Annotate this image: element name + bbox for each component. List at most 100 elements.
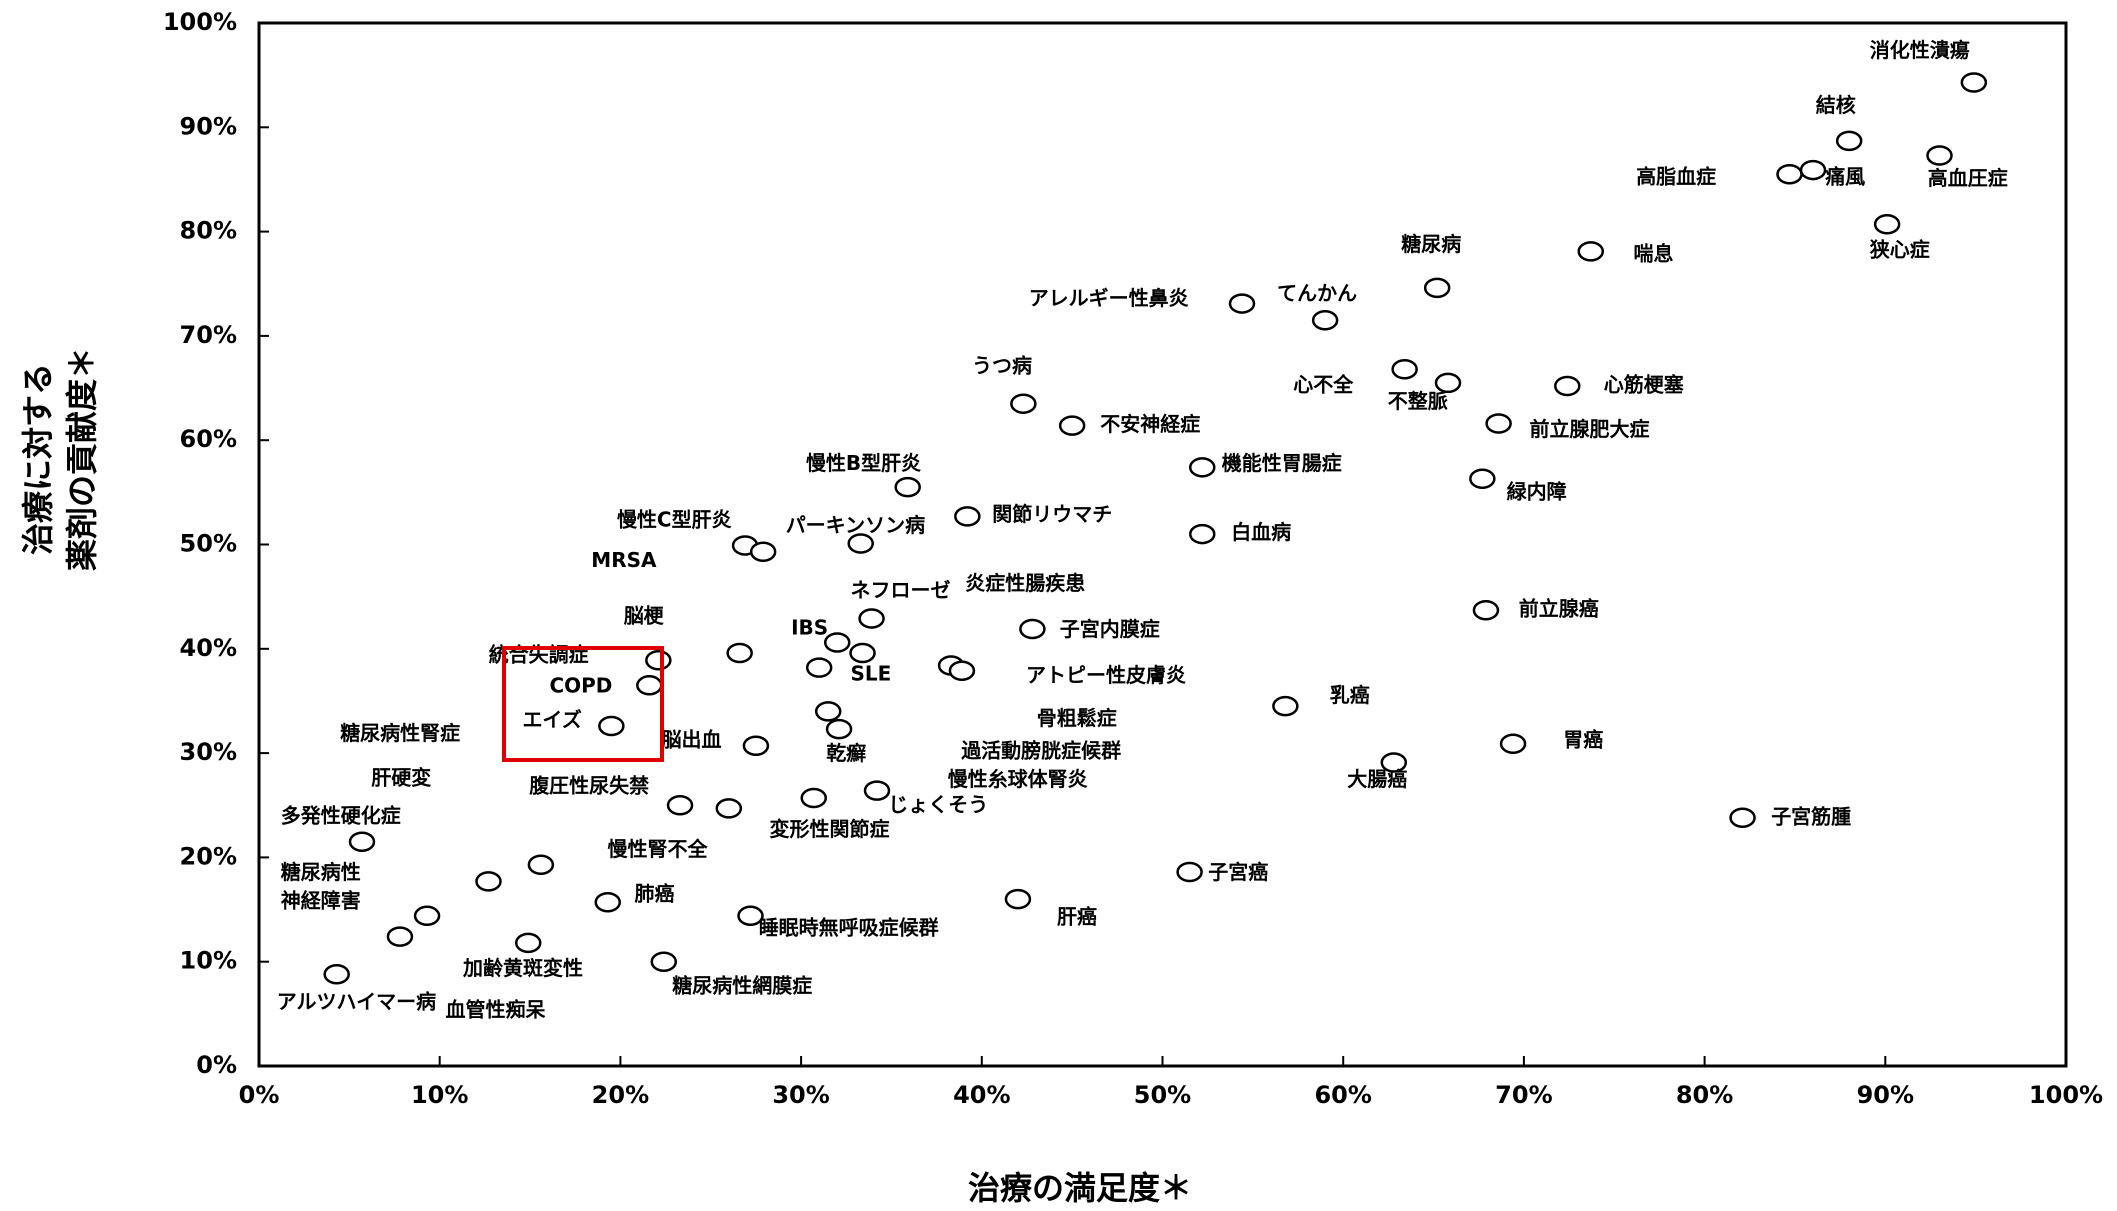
point-label: 不安神経症 <box>1100 412 1200 436</box>
point <box>1873 214 1901 235</box>
point <box>514 932 542 954</box>
point-label: 前立腺癌 <box>1519 597 1599 621</box>
point <box>1272 695 1299 717</box>
x-tick-label: 90% <box>1857 1081 1914 1109</box>
point-label: 血管性痴呆 <box>446 998 547 1022</box>
point <box>1729 807 1756 829</box>
point <box>1176 861 1203 883</box>
point-label: 肝癌 <box>1057 905 1097 929</box>
x-axis-label: 治療の満足度＊ <box>968 1169 1192 1207</box>
point-label: 乳癌 <box>1330 683 1370 707</box>
point <box>1960 72 1988 93</box>
point <box>1926 145 1953 166</box>
point-label: 白血病 <box>1231 520 1291 544</box>
point <box>948 660 976 681</box>
point <box>715 798 743 819</box>
point-label: 子宮筋腫 <box>1771 805 1851 829</box>
point-label: 過活動膀胱症候群 <box>961 738 1121 762</box>
point <box>825 718 853 740</box>
point-label: 心筋梗塞 <box>1604 373 1685 397</box>
point <box>800 787 827 809</box>
point <box>1434 372 1462 394</box>
point <box>666 795 694 816</box>
x-tick-label: 20% <box>592 1081 649 1109</box>
point <box>1835 130 1863 152</box>
point-label: 前立腺肥大症 <box>1530 417 1650 441</box>
point-label: COPD <box>549 674 612 698</box>
point-label: ネフローゼ <box>851 578 951 602</box>
point <box>1228 293 1256 314</box>
y-tick-label: 90% <box>180 112 237 140</box>
point <box>742 735 770 757</box>
point <box>726 642 753 664</box>
point-label: 糖尿病性 <box>281 860 361 884</box>
point <box>1554 375 1581 397</box>
point <box>645 650 672 671</box>
x-tick-label: 70% <box>1495 1081 1552 1109</box>
x-tick-label: 40% <box>953 1081 1010 1109</box>
point-label: 炎症性腸疾患 <box>965 571 1085 595</box>
y-tick-label: 20% <box>180 842 237 870</box>
point <box>1380 752 1408 773</box>
y-tick-label: 70% <box>180 321 237 349</box>
point-label: 変形性関節症 <box>770 817 890 841</box>
point-label: 睡眠時無呼吸症候群 <box>759 915 939 939</box>
point <box>1311 310 1339 331</box>
point-label: 慢性B型肝炎 <box>806 451 921 475</box>
point-label: エイズ <box>522 707 581 731</box>
point <box>598 715 625 737</box>
point-label: 緑内障 <box>1507 479 1567 503</box>
point <box>636 675 663 696</box>
y-tick-label: 60% <box>180 425 237 453</box>
point-label: 喘息 <box>1634 242 1674 266</box>
point-label: 糖尿病性網膜症 <box>672 973 812 997</box>
point-label: 肺癌 <box>635 882 675 906</box>
highlight-box <box>502 646 664 762</box>
y-tick-label: 80% <box>180 217 237 245</box>
point-label: 胃癌 <box>1563 728 1603 752</box>
point <box>823 632 851 653</box>
point <box>1469 468 1496 490</box>
point-label: 大腸癌 <box>1347 767 1407 791</box>
point <box>1189 457 1216 478</box>
x-tick-label: 30% <box>772 1081 829 1109</box>
point <box>475 871 502 892</box>
point-label: 子宮癌 <box>1208 860 1268 884</box>
point-label: 消化性潰瘍 <box>1870 38 1970 62</box>
point-label: アトピー性皮膚炎 <box>1026 663 1186 687</box>
point <box>805 657 833 678</box>
point-label: 腹圧性尿失禁 <box>529 774 649 798</box>
point <box>1058 415 1086 436</box>
point-label: 慢性C型肝炎 <box>617 508 732 532</box>
x-tick-label: 50% <box>1134 1081 1191 1109</box>
point-label: じょくそう <box>888 792 988 816</box>
point-label: SLE <box>851 662 892 686</box>
x-tick-label: 10% <box>411 1081 468 1109</box>
point-label: 高脂血症 <box>1636 165 1716 189</box>
point <box>1776 163 1803 185</box>
point <box>894 476 921 498</box>
point-label: 結核 <box>1816 93 1856 117</box>
y-tick-label: 40% <box>180 634 237 662</box>
point-label: 加齢黄斑変性 <box>462 956 583 980</box>
x-tick-label: 80% <box>1676 1081 1733 1109</box>
point <box>863 780 891 801</box>
point-label: MRSA <box>591 548 657 572</box>
point <box>858 608 885 629</box>
point-label: 乾癬 <box>826 741 866 765</box>
point <box>749 541 777 563</box>
point <box>1799 159 1827 181</box>
point <box>814 701 842 722</box>
y-tick-label: 100% <box>163 8 237 36</box>
y-tick-label: 50% <box>180 530 237 558</box>
y-tick-label: 10% <box>180 947 237 975</box>
point-label: アルツハイマー病 <box>277 990 436 1014</box>
point-label: パーキンソン病 <box>786 513 925 537</box>
x-tick-label: 100% <box>2029 1081 2103 1109</box>
point-label: 慢性腎不全 <box>608 837 709 861</box>
point-label: 脳梗 <box>623 603 665 627</box>
point <box>594 891 622 913</box>
point <box>1499 733 1527 754</box>
y-tick-label: 30% <box>180 738 237 766</box>
point <box>1189 523 1216 545</box>
